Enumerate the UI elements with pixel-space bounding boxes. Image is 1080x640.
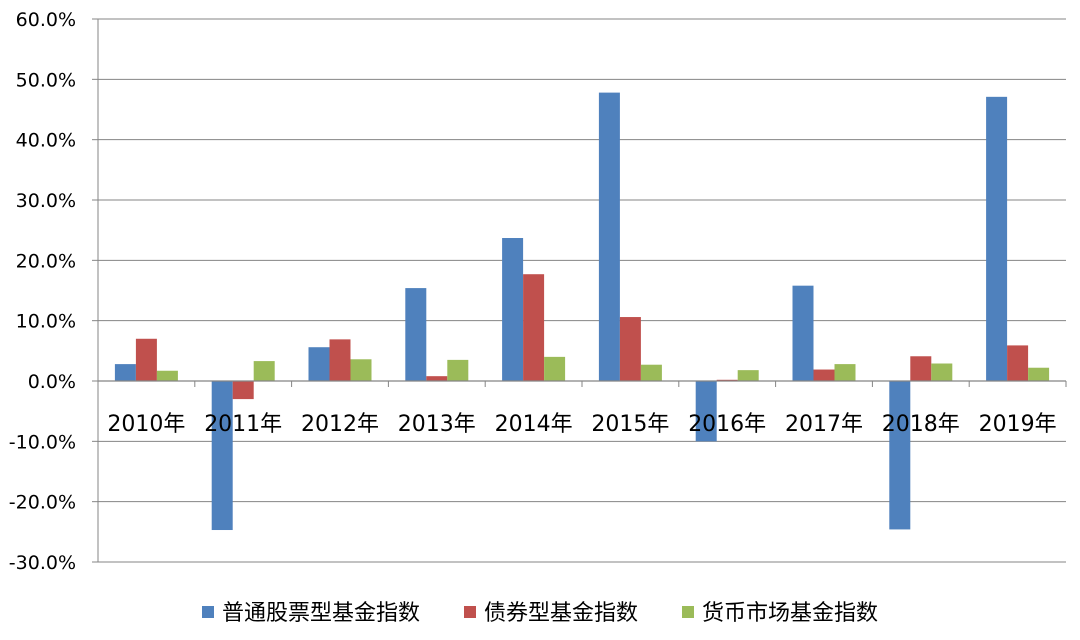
legend-label: 普通股票型基金指数 <box>222 601 420 626</box>
y-tick-label: 10.0% <box>16 311 76 333</box>
bar-3-7 <box>737 370 759 381</box>
bar-3-9 <box>931 363 953 381</box>
bar-2-10 <box>1007 345 1029 381</box>
bar-2-3 <box>329 339 351 381</box>
bar-3-6 <box>640 364 662 381</box>
bar-2-9 <box>910 356 932 381</box>
bar-3-5 <box>544 356 566 381</box>
bar-1-9 <box>889 381 911 530</box>
x-tick-label: 2019年 <box>979 412 1057 437</box>
x-tick-label: 2014年 <box>495 412 573 437</box>
y-tick-labels: -30.0% -20.0% -10.0% 0.0% 10.0% 20.0% 30.0% 40.… <box>9 9 76 574</box>
bar-3-4 <box>447 359 469 381</box>
legend-swatch <box>464 606 476 618</box>
bar-3-8 <box>834 364 856 381</box>
legend-swatch <box>682 606 694 618</box>
x-tick-labels: 2010年 2011年 2012年 2013年 2014年 2015年 2016年 2017年… <box>107 412 1056 437</box>
bar-1-6 <box>598 92 620 382</box>
bar-3-10 <box>1028 367 1050 381</box>
bar-2-6 <box>619 317 641 381</box>
bar-1-2 <box>211 381 233 531</box>
legend-swatch <box>202 606 214 618</box>
gridlines <box>92 18 1066 563</box>
legend-label: 货币市场基金指数 <box>702 601 878 626</box>
bar-1-5 <box>502 238 524 381</box>
bar-1-8 <box>792 285 814 381</box>
bar-2-5 <box>523 274 545 381</box>
legend: 普通股票型基金指数 债券型基金指数 货币市场基金指数 <box>202 601 878 626</box>
legend-label: 债券型基金指数 <box>484 601 638 626</box>
y-tick-label: -30.0% <box>9 552 76 574</box>
x-tick-label: 2018年 <box>882 412 960 437</box>
y-tick-label: 60.0% <box>16 9 76 31</box>
bar-3-2 <box>253 361 275 381</box>
y-tick-label: -10.0% <box>9 431 76 453</box>
y-tick-label: 50.0% <box>16 69 76 91</box>
x-tick-label: 2012年 <box>301 412 379 437</box>
bar-3-3 <box>350 359 372 381</box>
bar-2-1 <box>135 338 157 381</box>
bar-2-2 <box>232 381 254 400</box>
bar-3-1 <box>156 370 178 381</box>
x-tick-label: 2016年 <box>688 412 766 437</box>
bar-1-4 <box>405 288 427 381</box>
bar-1-3 <box>308 347 330 381</box>
y-tick-label: 40.0% <box>16 130 76 152</box>
bar-1-7 <box>695 381 717 442</box>
bar-2-4 <box>426 376 448 381</box>
y-tick-label: 0.0% <box>28 371 76 393</box>
x-tick-label: 2011年 <box>204 412 282 437</box>
bar-2-7 <box>716 379 738 381</box>
x-tick-label: 2013年 <box>398 412 476 437</box>
bar-2-8 <box>813 369 835 381</box>
axes <box>97 19 1067 562</box>
bar-1-1 <box>114 364 136 381</box>
bar-1-10 <box>986 96 1008 381</box>
y-tick-label: 30.0% <box>16 190 76 212</box>
bars <box>114 92 1050 531</box>
x-tick-label: 2010年 <box>107 412 185 437</box>
y-tick-label: -20.0% <box>9 492 76 514</box>
y-tick-label: 20.0% <box>16 250 76 272</box>
x-tick-label: 2017年 <box>785 412 863 437</box>
x-tick-label: 2015年 <box>591 412 669 437</box>
